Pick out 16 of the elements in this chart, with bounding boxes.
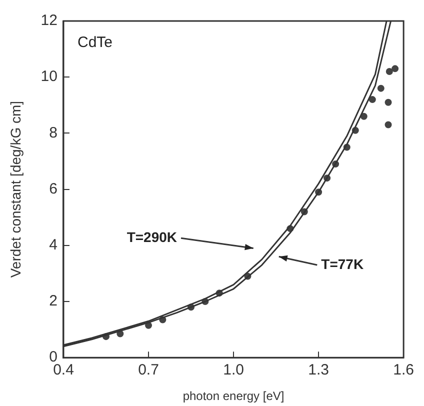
annotation: T=290K (126, 228, 178, 245)
x-tick-label: 0.4 (53, 362, 74, 379)
y-axis-title: Verdet constant [deg/kG cm] (7, 100, 24, 278)
y-tick-label: 8 (49, 124, 58, 142)
annotation: CdTe (77, 34, 113, 52)
y-tick-label: 10 (40, 68, 58, 86)
x-tick-label: 1.6 (393, 362, 414, 379)
x-axis-title: photon energy [eV] (182, 389, 284, 404)
x-tick-label: 1.3 (308, 362, 329, 379)
y-tick-label: 6 (49, 180, 58, 198)
x-tick-label: 1.0 (223, 362, 244, 379)
y-tick-label: 12 (40, 12, 58, 30)
y-tick-label: 4 (49, 236, 58, 254)
annotation: T=77K (321, 256, 364, 272)
y-tick-label: 2 (49, 292, 58, 310)
x-tick-label: 0.7 (138, 362, 159, 379)
